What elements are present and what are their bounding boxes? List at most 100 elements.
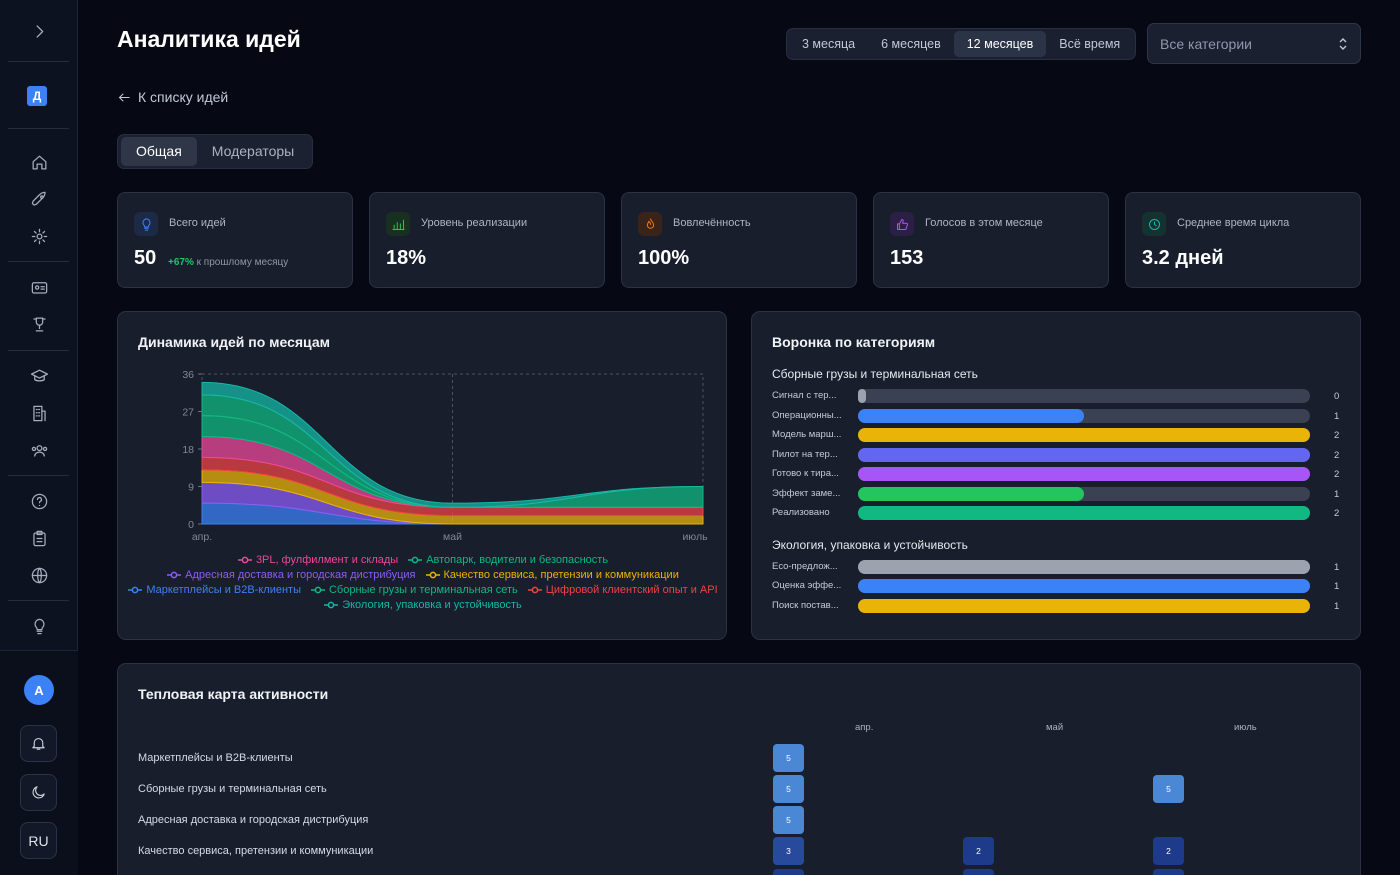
graduation-cap-icon[interactable] <box>22 359 56 393</box>
building-icon[interactable] <box>22 396 56 430</box>
back-to-ideas-link[interactable]: К списку идей <box>117 89 228 105</box>
funnel-row[interactable]: Эффект заме... 1 <box>772 486 1342 502</box>
funnel-stage-label: Готово к тира... <box>772 468 839 479</box>
legend-item[interactable]: Цифровой клиентский опыт и API <box>527 584 718 596</box>
notifications-button[interactable] <box>20 725 57 762</box>
tab-moderators[interactable]: Модераторы <box>211 143 295 159</box>
id-card-icon[interactable] <box>22 270 56 304</box>
heatmap-cell[interactable]: 2 <box>963 837 994 865</box>
funnel-row[interactable]: Готово к тира... 2 <box>772 466 1342 482</box>
divider <box>8 350 69 351</box>
rocket-icon[interactable] <box>22 182 56 216</box>
legend-item[interactable]: Автопарк, водители и безопасность <box>408 554 608 566</box>
ideas-dynamics-panel: Динамика идей по месяцам 0 9 18 27 36 апр. май… <box>117 311 727 640</box>
legend-label: Экология, упаковка и устойчивость <box>342 599 522 611</box>
trophy-icon[interactable] <box>22 307 56 341</box>
users-icon[interactable] <box>22 433 56 467</box>
funnel-track <box>858 428 1310 442</box>
legend-label: Маркетплейсы и B2B-клиенты <box>146 584 301 596</box>
period-6-months[interactable]: 6 месяцев <box>881 37 941 51</box>
stat-card-implementation-rate: Уровень реализации 18% <box>369 192 605 288</box>
legend-label: Адресная доставка и городская дистрибуци… <box>185 569 416 581</box>
legend-label: Качество сервиса, претензии и коммуникац… <box>443 569 679 581</box>
legend-item[interactable]: Качество сервиса, претензии и коммуникац… <box>425 569 679 581</box>
legend-item[interactable]: 3PL, фулфилмент и склады <box>237 554 399 566</box>
heatmap-cell[interactable]: 5 <box>1153 775 1184 803</box>
funnel-track <box>858 579 1310 593</box>
stat-card-monthly-votes: Голосов в этом месяце 153 <box>873 192 1109 288</box>
funnel-row[interactable]: Операционны... 1 <box>772 408 1342 424</box>
heatmap-cell[interactable]: 3 <box>773 837 804 865</box>
divider <box>8 61 69 62</box>
heatmap-cell[interactable] <box>773 869 804 875</box>
legend-label: Автопарк, водители и безопасность <box>426 554 609 566</box>
area-series[interactable] <box>201 381 704 508</box>
legend-label: Сборные грузы и терминальная сеть <box>328 584 518 596</box>
funnel-row[interactable]: Поиск постав... 1 <box>772 598 1342 614</box>
theme-toggle-button[interactable] <box>20 774 57 811</box>
funnel-row[interactable]: Реализовано 2 <box>772 505 1342 521</box>
y-tick-label: 27 <box>182 407 194 419</box>
funnel-fill <box>858 447 1310 462</box>
category-select[interactable]: Все категории <box>1147 23 1361 64</box>
heatmap-cell[interactable]: 5 <box>773 806 804 834</box>
x-tick-label: апр. <box>192 531 212 543</box>
divider <box>8 600 69 601</box>
heatmap-cell[interactable] <box>1153 869 1184 875</box>
funnel-track <box>858 389 1310 403</box>
funnel-fill <box>858 559 1310 574</box>
heatmap-column-label: май <box>1046 722 1064 733</box>
funnel-track <box>858 486 1310 501</box>
funnel-row[interactable]: Пилот на тер... 2 <box>772 447 1342 463</box>
funnel-stage-value: 1 <box>1334 410 1340 422</box>
funnel-row[interactable]: Сигнал с тер... 0 <box>772 388 1342 404</box>
period-all-time[interactable]: Всё время <box>1059 37 1121 51</box>
bar-chart-icon <box>386 212 410 236</box>
tab-general[interactable]: Общая <box>121 137 197 166</box>
funnel-row[interactable]: Eco-предлож... 1 <box>772 559 1342 575</box>
legend-label: 3PL, фулфилмент и склады <box>255 554 399 566</box>
avatar[interactable]: A <box>24 675 54 705</box>
period-12-months[interactable]: 12 месяцев <box>953 31 1047 57</box>
stat-card-total-ideas: Всего идей 50 +67% к прошлому месяцу <box>117 192 353 288</box>
funnel-track <box>858 447 1310 462</box>
funnel-fill <box>858 408 1084 423</box>
globe-icon[interactable] <box>22 558 56 592</box>
legend-label: Цифровой клиентский опыт и API <box>545 584 718 596</box>
heatmap-cell[interactable]: 5 <box>773 744 804 772</box>
clipboard-icon[interactable] <box>22 521 56 555</box>
lightbulb-icon <box>134 212 158 236</box>
divider <box>8 128 69 129</box>
lightbulb-icon[interactable] <box>22 609 56 643</box>
funnel-stage-label: Eco-предлож... <box>772 560 838 572</box>
home-icon[interactable] <box>22 145 56 179</box>
legend-marker-icon <box>310 586 325 594</box>
legend-item[interactable]: Сборные грузы и терминальная сеть <box>310 584 518 596</box>
legend-item[interactable]: Маркетплейсы и B2B-клиенты <box>128 584 301 596</box>
funnel-stage-label: Поиск постав... <box>772 599 839 611</box>
help-icon[interactable] <box>22 484 56 518</box>
heatmap-cell[interactable] <box>963 869 994 875</box>
stat-delta: +67% к прошлому месяцу <box>168 257 288 268</box>
funnel-row[interactable]: Модель марш... 2 <box>772 427 1342 443</box>
settings-icon[interactable] <box>22 219 56 253</box>
expand-sidebar-icon[interactable] <box>22 14 56 48</box>
clock-icon <box>1142 212 1166 236</box>
workspace-logo[interactable]: Д <box>27 86 47 106</box>
funnel-row[interactable]: Оценка эффе... 1 <box>772 578 1342 594</box>
heatmap-cell[interactable]: 5 <box>773 775 804 803</box>
stat-value: 50 <box>134 247 157 269</box>
heatmap-cell[interactable]: 2 <box>1153 837 1184 865</box>
language-button[interactable]: RU <box>20 822 57 859</box>
x-tick-label: июль <box>682 531 708 543</box>
view-tabs: Общая Модераторы <box>117 134 314 169</box>
legend-item[interactable]: Адресная доставка и городская дистрибуци… <box>167 569 416 581</box>
y-tick-label: 0 <box>188 519 194 531</box>
period-3-months[interactable]: 3 месяца <box>802 37 856 51</box>
funnel-fill <box>858 486 1084 501</box>
funnel-track <box>858 598 1310 613</box>
stat-value: 100% <box>638 247 690 269</box>
funnel-stage-value: 1 <box>1334 488 1340 500</box>
moon-icon <box>32 786 45 799</box>
legend-item[interactable]: Экология, упаковка и устойчивость <box>324 599 522 611</box>
